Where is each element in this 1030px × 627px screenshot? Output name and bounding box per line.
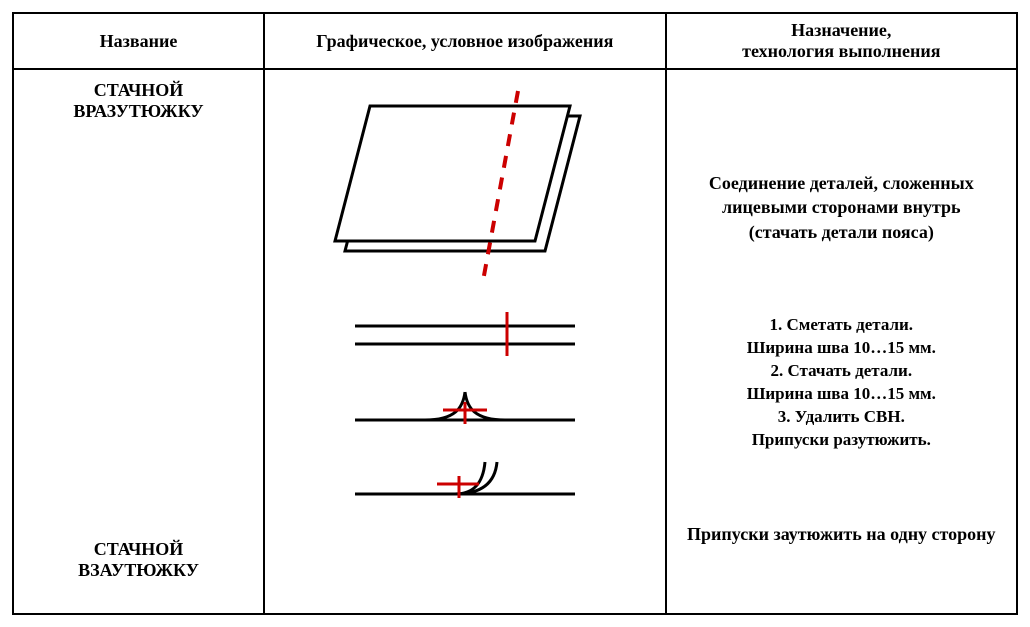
header-diagram: Графическое, условное изображения: [264, 13, 666, 69]
desc-col: Соединение деталей, сложенных лицевыми с…: [666, 69, 1017, 614]
diagrams-col: [264, 69, 666, 614]
side-seam-diagram: [325, 454, 605, 506]
row1-name-l1: СТАЧНОЙ: [94, 80, 184, 100]
parallelogram-diagram: [320, 76, 610, 286]
row1-name-l2: ВРАЗУТЮЖКУ: [73, 101, 203, 121]
header-name: Название: [13, 13, 264, 69]
header-purpose-l2: технология выполнения: [742, 41, 940, 61]
desc-block-a: Соединение деталей, сложенных лицевыми с…: [677, 111, 1006, 244]
header-purpose: Назначение, технология выполнения: [666, 13, 1017, 69]
header-purpose-l1: Назначение,: [791, 20, 891, 40]
row2-name-l1: СТАЧНОЙ: [94, 539, 184, 559]
open-seam-diagram: [325, 382, 605, 432]
desc-block-b: 1. Сметать детали. Ширина шва 10…15 мм. …: [677, 314, 1006, 452]
flat-seam-diagram: [325, 308, 605, 360]
names-col: СТАЧНОЙ ВРАЗУТЮЖКУ СТАЧНОЙ ВЗАУТЮЖКУ: [13, 69, 264, 614]
row2-name-l2: ВЗАУТЮЖКУ: [78, 560, 199, 580]
seam-table: Название Графическое, условное изображен…: [12, 12, 1018, 615]
desc-block-c: Припуски заутюжить на одну сторону: [677, 522, 1006, 572]
